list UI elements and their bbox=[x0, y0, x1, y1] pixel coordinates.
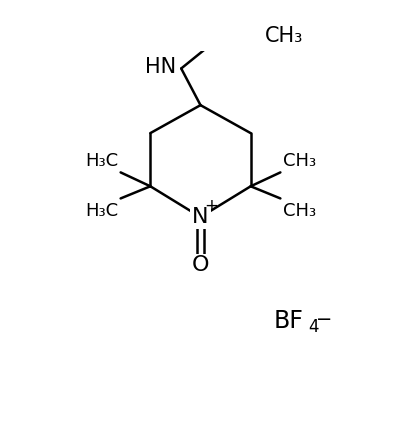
Text: O: O bbox=[192, 255, 209, 275]
Text: H₃C: H₃C bbox=[85, 201, 118, 220]
Text: +: + bbox=[204, 197, 218, 215]
Text: 4: 4 bbox=[308, 318, 318, 336]
Text: N: N bbox=[192, 207, 209, 227]
Text: −: − bbox=[316, 310, 332, 329]
Text: CH₃: CH₃ bbox=[265, 26, 303, 46]
Text: CH₃: CH₃ bbox=[282, 152, 316, 170]
Text: H₃C: H₃C bbox=[85, 152, 118, 170]
Text: BF: BF bbox=[274, 309, 304, 333]
Text: CH₃: CH₃ bbox=[282, 201, 316, 220]
Text: HN: HN bbox=[145, 57, 177, 77]
